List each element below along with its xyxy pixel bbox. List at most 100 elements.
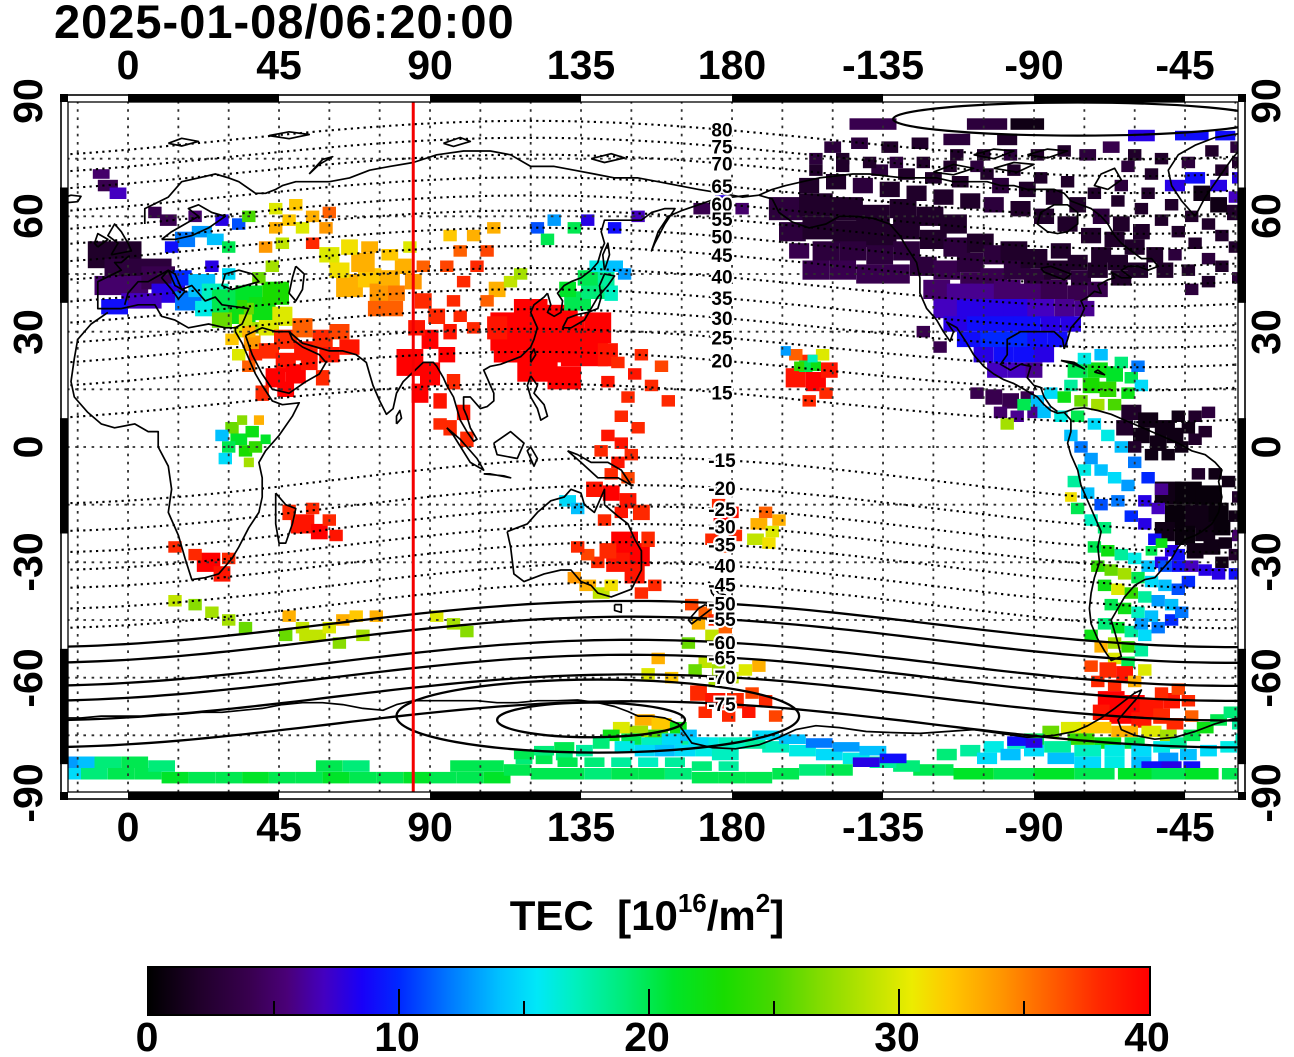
tec-patch bbox=[601, 429, 615, 442]
contour-label: 20 bbox=[711, 352, 732, 373]
tec-patch bbox=[1060, 721, 1081, 734]
lat-tick-label-right: -30 bbox=[1243, 532, 1289, 592]
tec-patch bbox=[1230, 141, 1239, 153]
tec-patch bbox=[1138, 412, 1159, 428]
tec-patch bbox=[940, 214, 967, 234]
tec-patch bbox=[1087, 541, 1102, 553]
lat-tick-label-left: 30 bbox=[5, 308, 51, 355]
tec-patch bbox=[641, 531, 655, 547]
tec-patch bbox=[681, 637, 696, 649]
tec-patch bbox=[1148, 533, 1162, 545]
tec-patch bbox=[690, 685, 707, 701]
tec-patch bbox=[1121, 656, 1135, 668]
tec-patch bbox=[1171, 560, 1185, 572]
tec-patch bbox=[1171, 225, 1185, 238]
tec-patch bbox=[222, 241, 236, 253]
tec-patch bbox=[866, 245, 894, 265]
tec-patch bbox=[956, 299, 984, 319]
tec-patch bbox=[745, 771, 773, 784]
colorbar-exp2: 2 bbox=[755, 888, 771, 918]
tec-patch bbox=[292, 318, 313, 338]
tec-patch bbox=[299, 629, 326, 642]
tec-patch bbox=[1141, 761, 1162, 771]
tec-patch bbox=[1101, 429, 1115, 442]
tec-patch bbox=[715, 195, 729, 207]
tec-patch bbox=[1154, 214, 1169, 226]
tec-patch bbox=[695, 744, 716, 757]
tec-patch bbox=[222, 552, 236, 565]
tec-patch bbox=[718, 621, 732, 634]
tec-patch bbox=[554, 742, 575, 752]
tec-patch bbox=[547, 366, 582, 390]
tec-patch bbox=[1185, 768, 1219, 780]
tec-patch bbox=[164, 241, 179, 253]
tec-patch bbox=[1112, 216, 1130, 232]
tec-patch bbox=[168, 595, 182, 607]
tec-patch bbox=[576, 744, 593, 757]
tec-patch bbox=[604, 468, 618, 480]
tec-patch bbox=[1232, 156, 1239, 169]
tec-patch bbox=[332, 637, 347, 649]
tec-patch bbox=[815, 349, 830, 361]
tec-patch bbox=[1141, 187, 1155, 199]
tec-patch bbox=[1164, 199, 1179, 211]
colorbar-tick bbox=[773, 1001, 775, 1014]
tec-patch bbox=[970, 387, 984, 399]
lat-tick-label-left: 60 bbox=[5, 193, 51, 240]
tec-patch bbox=[648, 579, 662, 592]
tec-patch bbox=[592, 587, 610, 599]
tec-patch bbox=[688, 664, 702, 676]
timestamp-title: 2025-01-08/06:20:00 bbox=[54, 0, 515, 48]
tec-patch bbox=[1000, 748, 1021, 761]
colorbar-tick-label: 10 bbox=[374, 1014, 420, 1057]
tec-patch bbox=[171, 270, 192, 286]
tec-patch bbox=[319, 247, 340, 263]
tec-patch bbox=[1166, 718, 1184, 730]
tec-patch bbox=[1074, 744, 1102, 757]
tec-patch bbox=[1134, 645, 1149, 657]
tec-patch bbox=[1138, 629, 1152, 642]
tec-patch bbox=[1020, 391, 1034, 403]
tec-patch bbox=[722, 710, 736, 722]
colorbar-tick bbox=[273, 1001, 275, 1014]
tec-patch bbox=[1210, 179, 1227, 192]
tec-patch bbox=[1116, 420, 1133, 436]
tec-patch bbox=[1060, 316, 1081, 332]
tec-patch bbox=[936, 748, 957, 761]
tec-patch bbox=[248, 441, 263, 453]
tec-patch bbox=[862, 156, 877, 169]
tec-patch bbox=[1213, 520, 1231, 536]
tec-patch bbox=[188, 210, 202, 223]
tec-patch bbox=[993, 768, 1035, 780]
tec-patch bbox=[428, 308, 446, 324]
lat-tick-label-right: 60 bbox=[1243, 193, 1289, 240]
tec-patch bbox=[752, 660, 766, 672]
tec-patch bbox=[530, 768, 558, 780]
tec-patch bbox=[243, 457, 254, 468]
tec-patch bbox=[205, 606, 219, 618]
tec-patch bbox=[466, 229, 481, 242]
lon-tick-label-top: -45 bbox=[1155, 42, 1215, 88]
tec-patch bbox=[1158, 579, 1172, 592]
tec-patch bbox=[1156, 262, 1174, 278]
tec-patch bbox=[802, 260, 830, 280]
tec-patch bbox=[983, 741, 1004, 753]
lon-tick-label-bottom: -45 bbox=[1155, 804, 1215, 850]
tec-patch bbox=[1232, 529, 1239, 542]
tec-patch bbox=[1155, 538, 1168, 548]
tec-patch bbox=[245, 425, 259, 438]
tec-patch bbox=[654, 360, 669, 372]
tec-patch bbox=[916, 156, 930, 169]
tec-patch bbox=[275, 237, 290, 249]
tec-patch bbox=[446, 374, 461, 390]
colorbar-unit: [10 bbox=[617, 892, 678, 939]
tec-patch bbox=[503, 764, 531, 776]
tec-patch bbox=[225, 333, 239, 346]
tec-patch bbox=[1084, 629, 1098, 642]
lon-tick-label-top: 0 bbox=[116, 42, 140, 88]
tec-patch bbox=[336, 614, 350, 626]
tec-patch bbox=[1164, 179, 1185, 192]
tec-patch bbox=[1124, 587, 1138, 599]
tec-patch bbox=[1215, 260, 1229, 272]
lat-tick-label-left: -30 bbox=[5, 532, 51, 592]
